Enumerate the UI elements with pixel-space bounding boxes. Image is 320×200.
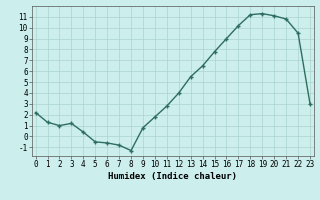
X-axis label: Humidex (Indice chaleur): Humidex (Indice chaleur)	[108, 172, 237, 181]
